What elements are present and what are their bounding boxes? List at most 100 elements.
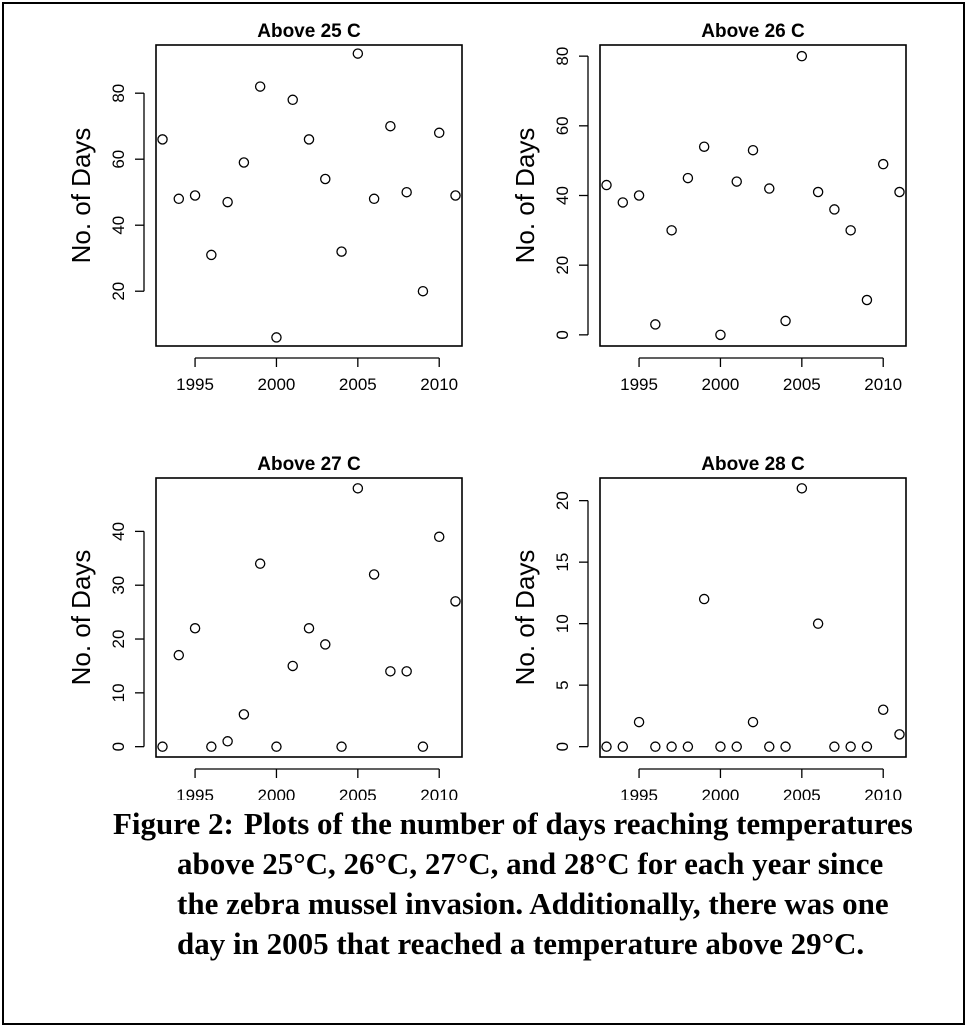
data-point [877,158,889,170]
plot-box [155,44,463,347]
y-tick-label: 80 [109,84,128,103]
data-point [336,246,347,257]
x-tick-label: 2010 [864,375,902,394]
data-point [450,596,461,607]
data-point [666,741,677,752]
data-point [894,186,905,198]
data-point [650,741,661,752]
y-tick-label: 40 [553,186,572,205]
data-point [352,483,364,494]
data-point [764,183,775,194]
data-point [682,741,694,752]
chart-panel-3: Above 27 C 1995 2000 2005 2010 0 10 20 30 40 No. o… [66,454,463,800]
chart-title: Above 25 C [257,21,361,42]
y-tick-label: 15 [553,553,572,572]
data-point [894,729,905,740]
data-point [764,741,775,752]
caption-line-2: above 25°C, 26°C, 27°C, and 28°C for eac… [177,846,884,881]
data-point [189,623,201,634]
chart-title: Above 26 C [701,21,805,42]
data-point [812,186,824,198]
y-tick-label: 20 [109,630,128,649]
data-point [780,741,791,752]
data-point [698,593,710,605]
y-axis-label: No. of Days [510,550,540,686]
data-point [601,179,612,191]
y-tick-label: 20 [109,282,128,301]
data-point [812,618,824,629]
data-point [385,666,396,677]
data-point [715,741,726,752]
data-point [861,294,873,306]
figure-caption: Figure 2: Plots of the number of days rea… [113,804,933,964]
data-point [385,120,396,132]
data-point [650,319,661,330]
data-point [238,157,250,168]
data-point [206,249,217,261]
data-point [352,48,364,59]
data-point [617,741,629,752]
y-axis-label: No. of Days [66,550,96,686]
data-point [417,741,429,752]
data-point [666,225,677,236]
caption-label: Figure 2: [113,806,234,841]
y-tick-label: 0 [553,330,572,339]
data-point [287,660,298,672]
caption-line-3: the zebra mussel invasion. Additionally,… [177,886,889,921]
data-point [796,483,808,494]
chart-panel-2: Above 26 C 1995 2000 2005 2010 0 20 40 60 80 No. o… [510,21,907,394]
x-tick-label: 2000 [702,786,740,800]
caption-line-1: Plots of the number of days reaching tem… [243,806,913,841]
data-point [877,704,889,716]
x-tick-label: 2010 [420,786,458,800]
x-tick-label: 2005 [783,786,821,800]
x-tick-label: 2005 [339,786,377,800]
y-tick-label: 40 [109,216,128,235]
y-tick-label: 0 [553,742,572,751]
data-point [417,285,429,297]
data-point [320,639,331,650]
chart-panel-4: Above 28 C 1995 2000 2005 2010 0 5 10 15 20 No. of… [510,454,907,800]
y-tick-label: 0 [109,742,128,751]
data-point [747,716,759,728]
y-axis-label: No. of Days [66,128,96,264]
data-point [633,190,645,201]
data-point [254,558,266,569]
y-tick-label: 10 [109,683,128,702]
chart-title: Above 27 C [257,454,361,475]
data-point [617,197,629,208]
x-tick-label: 1995 [176,786,214,800]
y-tick-label: 60 [109,150,128,169]
data-point [433,531,445,543]
data-point [336,741,347,752]
data-point [829,741,840,752]
data-point [731,176,742,187]
plot-box [599,44,907,347]
data-point [433,127,445,139]
data-point [222,736,233,747]
data-point [320,173,331,185]
y-tick-label: 80 [553,47,572,66]
data-point [206,741,217,752]
y-tick-label: 30 [109,576,128,595]
x-tick-label: 2000 [702,375,740,394]
data-point [271,332,282,343]
data-point [271,741,282,752]
data-point [829,204,840,215]
data-point [861,741,873,752]
chart-panel-1: Above 25 C 1995 2000 2005 2010 20 40 60 80 No. of… [66,21,463,394]
data-point [845,225,856,236]
data-point [173,193,185,205]
data-point [401,666,412,677]
plot-box [155,477,463,758]
data-point [254,81,266,92]
caption-line-4: day in 2005 that reached a temperature a… [177,926,865,961]
data-point [303,134,315,145]
data-point [368,569,380,580]
data-point [780,315,791,327]
data-point [173,649,185,661]
y-tick-label: 5 [553,680,572,689]
data-point [157,741,168,752]
